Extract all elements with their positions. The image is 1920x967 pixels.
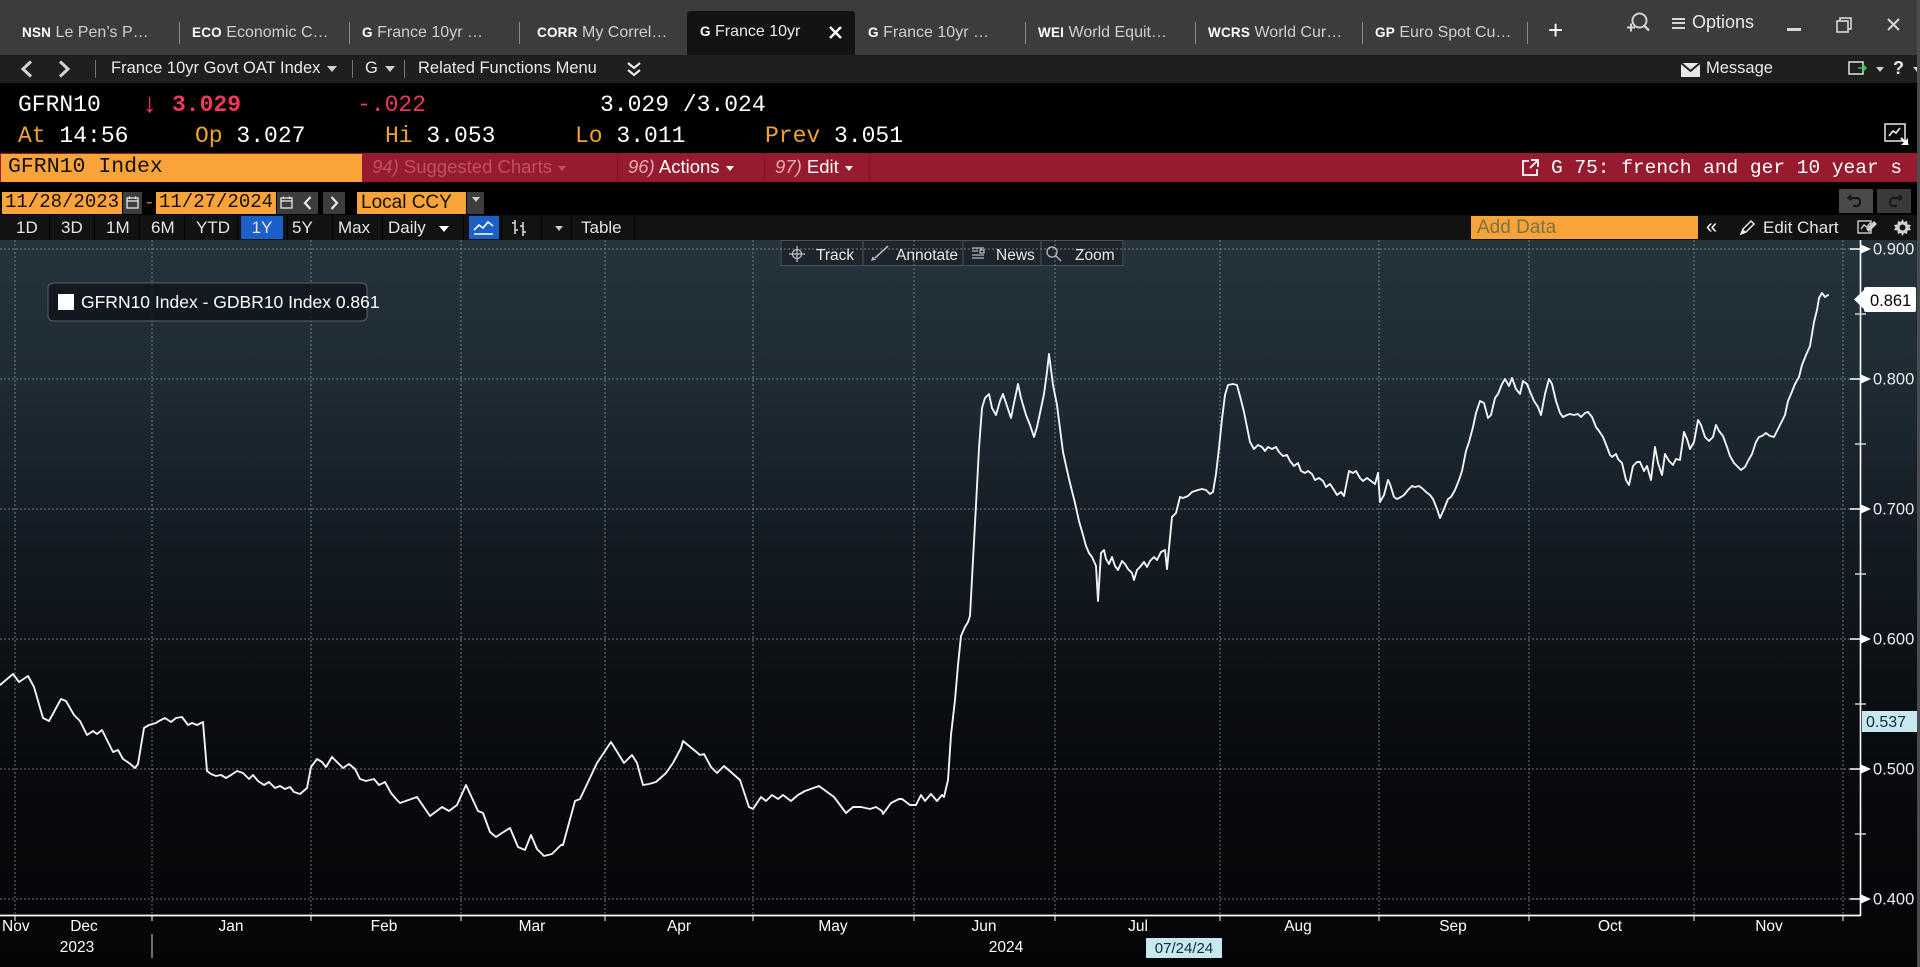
svg-text:0.600: 0.600	[1873, 631, 1914, 649]
svg-text:May: May	[818, 918, 848, 935]
svg-text:Dec: Dec	[70, 918, 98, 935]
svg-text:Zoom: Zoom	[1075, 247, 1115, 264]
svg-text:Aug: Aug	[1284, 918, 1312, 935]
svg-text:Jul: Jul	[1128, 918, 1148, 935]
svg-text:Track: Track	[816, 247, 854, 264]
svg-text:Oct: Oct	[1598, 918, 1623, 935]
svg-text:Annotate: Annotate	[896, 247, 958, 264]
svg-text:GFRN10 Index - GDBR10 Index 0.: GFRN10 Index - GDBR10 Index 0.861	[81, 292, 380, 312]
svg-text:0.800: 0.800	[1873, 371, 1914, 389]
svg-text:Nov: Nov	[1755, 918, 1783, 935]
svg-text:0.861: 0.861	[1870, 292, 1911, 310]
svg-text:0.900: 0.900	[1873, 241, 1914, 259]
svg-text:Jan: Jan	[219, 918, 244, 935]
svg-text:2023: 2023	[60, 939, 94, 956]
svg-text:News: News	[996, 247, 1035, 264]
svg-text:Nov: Nov	[2, 918, 30, 935]
svg-text:0.400: 0.400	[1873, 891, 1914, 909]
svg-text:0.700: 0.700	[1873, 501, 1914, 519]
svg-text:07/24/24: 07/24/24	[1155, 940, 1213, 957]
svg-text:0.537: 0.537	[1866, 714, 1906, 731]
svg-text:Feb: Feb	[371, 918, 398, 935]
svg-text:2024: 2024	[989, 939, 1024, 956]
svg-text:0.500: 0.500	[1873, 761, 1914, 779]
svg-text:Sep: Sep	[1439, 918, 1467, 935]
svg-text:Apr: Apr	[667, 918, 691, 935]
svg-text:Mar: Mar	[519, 918, 546, 935]
svg-text:Jun: Jun	[972, 918, 997, 935]
